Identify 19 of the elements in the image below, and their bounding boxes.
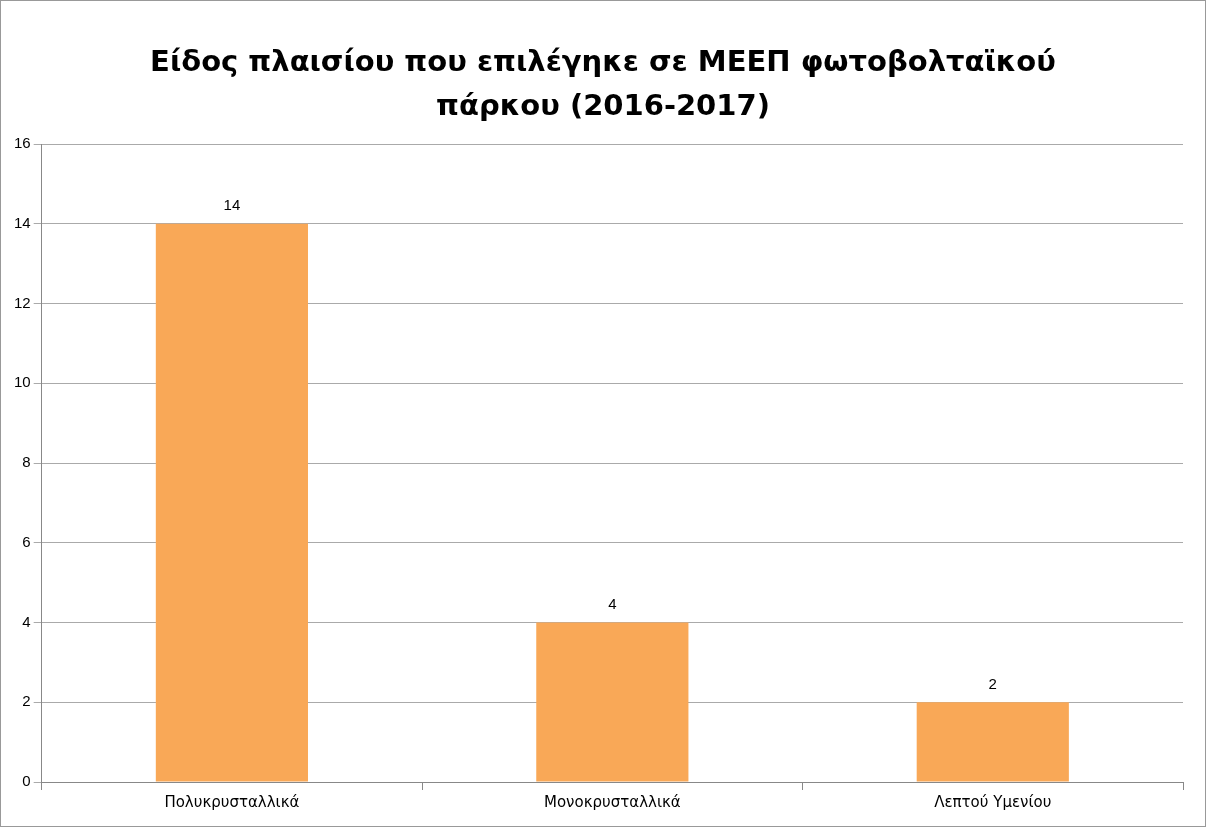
y-tick-label: 6: [22, 532, 31, 550]
y-tick-label: 16: [14, 134, 31, 152]
chart-title: Είδος πλαισίου που επιλέγηκε σε ΜΕΕΠ φωτοβολταϊκού πάρκου (2016-2017): [149, 43, 1057, 124]
bar: [155, 223, 308, 782]
y-tick-label: 14: [14, 213, 31, 231]
y-tick-label: 12: [14, 293, 31, 311]
y-tick-label: 4: [22, 612, 31, 630]
x-tick-label: Λεπτού Υμενίου: [934, 792, 1052, 811]
bar: [536, 622, 689, 782]
data-label: 14: [223, 196, 241, 214]
y-tick-label: 8: [22, 453, 31, 471]
x-tick-label: Πολυκρυσταλλικά: [164, 792, 300, 811]
data-label: 2: [988, 674, 997, 692]
y-tick-label: 10: [14, 373, 31, 391]
y-tick-label: 0: [22, 772, 31, 790]
data-label: 4: [608, 595, 617, 613]
x-tick-label: Μονοκρυσταλλικά: [543, 792, 681, 811]
bar: [916, 702, 1069, 782]
y-tick-label: 2: [22, 692, 31, 710]
